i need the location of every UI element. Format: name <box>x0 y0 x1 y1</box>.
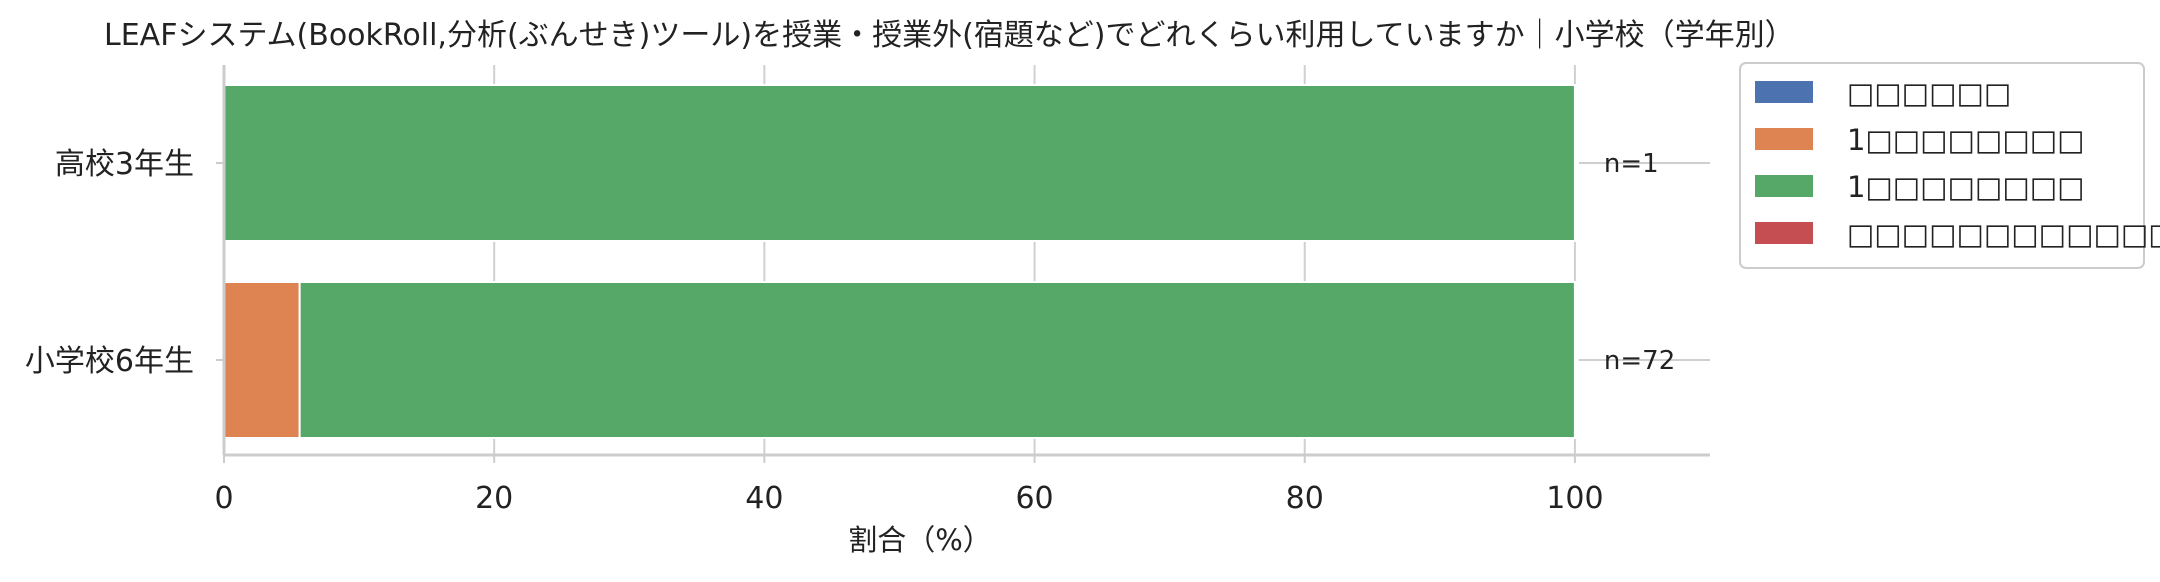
legend-label: 1□□□□□□□□ <box>1847 123 2085 157</box>
x-tick-label: 60 <box>1015 481 1053 516</box>
axes <box>216 65 1710 463</box>
chart-title: LEAFシステム(BookRoll,分析(ぶんせき)ツール)を授業・授業外(宿題… <box>104 18 1795 53</box>
legend-frame <box>1739 62 2145 269</box>
bars <box>223 84 1576 439</box>
legend-label: 1□□□□□□□□ <box>1847 170 2085 204</box>
legend-swatch <box>1755 81 1813 103</box>
x-tick-label: 80 <box>1286 481 1324 516</box>
category-label: 高校3年生 <box>55 147 194 182</box>
x-axis-label: 割合（%） <box>848 523 992 557</box>
x-tick-label: 20 <box>475 481 513 516</box>
labels: 0 20 40 60 80 100 n=1 高校3年生 n=72 小学校6年生 <box>25 147 1675 516</box>
bar-segment <box>298 281 1576 439</box>
x-tick-label: 40 <box>745 481 783 516</box>
bar-segment <box>223 84 1576 242</box>
legend-label: □□□□□□ <box>1847 76 2011 110</box>
n-count-label: n=1 <box>1604 149 1659 179</box>
category-label: 小学校6年生 <box>25 344 194 379</box>
n-count-label: n=72 <box>1604 346 1675 376</box>
legend-swatch <box>1755 128 1813 150</box>
bar-segment <box>223 281 301 439</box>
x-tick-label: 100 <box>1546 481 1603 516</box>
legend-label: □□□□□□□□□□□□ <box>1847 217 2160 251</box>
legend-swatch <box>1755 222 1813 244</box>
x-tick-label: 0 <box>214 481 233 516</box>
legend-swatch <box>1755 175 1813 197</box>
legend: □□□□□□ 1□□□□□□□□ 1□□□□□□□□ □□□□□□□□□□□□ <box>1739 62 2160 269</box>
